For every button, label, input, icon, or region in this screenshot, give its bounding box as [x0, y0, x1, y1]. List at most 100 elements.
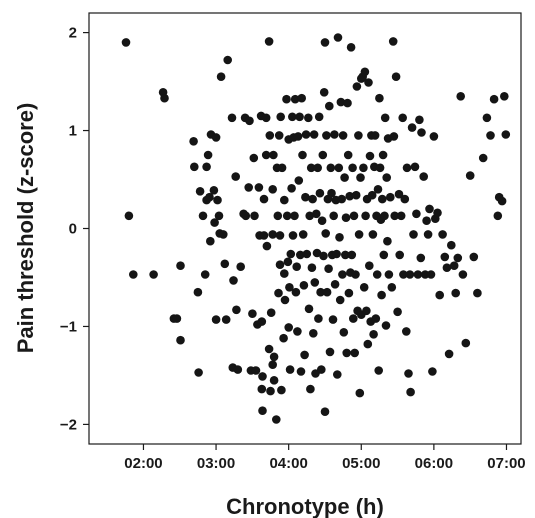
- data-point: [265, 131, 275, 140]
- y-tick-label: −2: [60, 416, 77, 433]
- data-point: [407, 123, 417, 132]
- data-point: [348, 163, 357, 173]
- data-point: [282, 94, 291, 104]
- data-point: [279, 333, 288, 343]
- data-point: [364, 78, 373, 87]
- data-point: [293, 132, 303, 141]
- data-point: [301, 130, 311, 139]
- data-point: [456, 92, 466, 101]
- data-point: [399, 270, 408, 279]
- data-point: [287, 184, 296, 193]
- data-point: [330, 130, 339, 139]
- data-point: [288, 112, 297, 122]
- data-point: [280, 195, 289, 205]
- data-point: [261, 150, 271, 160]
- data-point: [268, 185, 278, 194]
- data-point: [220, 259, 230, 269]
- data-point: [274, 288, 283, 298]
- data-point: [124, 211, 134, 221]
- data-point: [346, 43, 356, 52]
- data-point: [362, 306, 371, 316]
- data-point: [312, 248, 322, 258]
- data-point: [486, 131, 495, 140]
- data-point: [501, 130, 511, 139]
- data-point: [325, 347, 335, 357]
- data-point: [359, 163, 368, 173]
- data-point: [409, 230, 418, 239]
- data-point: [313, 163, 323, 173]
- data-point: [268, 230, 278, 239]
- data-point: [359, 283, 369, 292]
- data-point: [202, 162, 211, 172]
- data-point: [210, 218, 219, 227]
- data-point: [245, 116, 254, 126]
- x-tick-label: 07:00: [487, 455, 525, 472]
- data-point: [194, 368, 203, 377]
- data-point: [377, 290, 386, 300]
- data-point: [428, 367, 437, 376]
- data-point: [244, 183, 253, 192]
- data-point: [268, 360, 278, 370]
- data-point: [257, 384, 267, 394]
- data-point: [380, 113, 390, 123]
- data-point: [333, 370, 342, 379]
- data-point: [451, 288, 461, 298]
- data-point: [325, 101, 334, 111]
- y-tick-label: 0: [69, 221, 77, 238]
- data-point: [341, 213, 351, 222]
- data-points: [121, 33, 511, 424]
- data-point: [329, 211, 339, 221]
- data-point: [368, 230, 378, 239]
- data-point: [236, 262, 245, 272]
- data-point: [286, 249, 296, 259]
- data-point: [394, 189, 404, 199]
- data-point: [176, 261, 185, 271]
- data-point: [356, 173, 365, 182]
- x-tick-label: 03:00: [197, 455, 235, 472]
- data-point: [375, 163, 385, 173]
- data-point: [416, 253, 426, 263]
- data-point: [334, 163, 344, 173]
- data-point: [285, 365, 295, 374]
- data-point: [374, 366, 384, 375]
- data-point: [382, 173, 392, 182]
- data-point: [274, 131, 284, 140]
- data-point: [402, 327, 411, 336]
- data-point: [342, 348, 352, 358]
- data-point: [214, 211, 224, 221]
- plot-frame: [88, 12, 522, 445]
- data-point: [259, 194, 269, 204]
- data-point: [345, 191, 355, 201]
- data-point: [198, 211, 208, 221]
- data-point: [304, 304, 314, 314]
- data-point: [447, 240, 456, 250]
- data-point: [375, 93, 384, 103]
- data-point: [335, 233, 344, 242]
- data-point: [349, 211, 359, 221]
- data-point: [288, 231, 298, 240]
- data-point: [371, 314, 381, 323]
- data-point: [381, 321, 391, 330]
- data-point: [343, 98, 352, 108]
- data-point: [231, 172, 240, 181]
- data-point: [350, 348, 360, 358]
- data-point: [417, 128, 426, 137]
- data-point: [354, 230, 364, 239]
- data-point: [206, 236, 215, 246]
- data-point: [233, 365, 243, 374]
- data-point: [308, 194, 317, 204]
- y-tick-label: 2: [69, 25, 77, 42]
- data-point: [400, 194, 410, 204]
- data-point: [373, 185, 383, 194]
- data-point: [426, 270, 436, 279]
- data-point: [389, 132, 399, 141]
- data-point: [300, 350, 309, 360]
- y-axis: −2 −1 0 1 2: [60, 25, 89, 433]
- data-point: [266, 386, 275, 396]
- data-point: [203, 150, 213, 160]
- data-point: [391, 72, 401, 81]
- data-point: [433, 208, 442, 218]
- data-point: [354, 131, 363, 140]
- data-point: [213, 195, 222, 205]
- data-point: [297, 93, 307, 103]
